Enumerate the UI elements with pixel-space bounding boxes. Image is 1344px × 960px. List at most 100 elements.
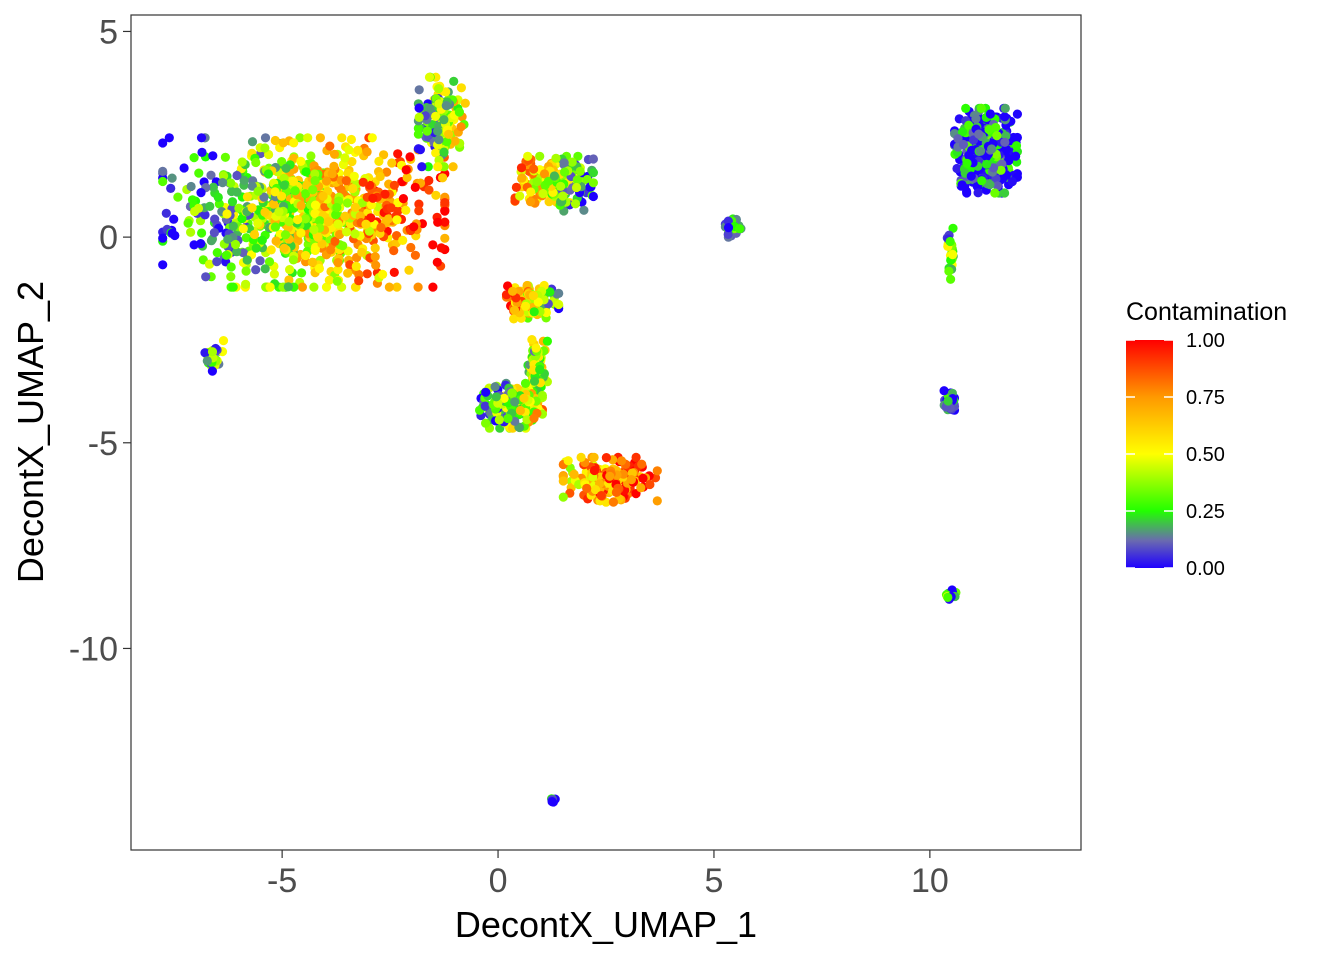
data-point <box>314 263 324 274</box>
data-point <box>228 282 238 292</box>
data-point <box>374 156 384 166</box>
data-point <box>251 265 261 275</box>
data-point <box>460 98 470 108</box>
data-point <box>222 209 232 219</box>
data-point <box>991 174 1001 184</box>
data-point <box>173 192 183 202</box>
data-point <box>247 203 257 213</box>
data-point <box>450 136 460 146</box>
data-point <box>307 257 317 267</box>
data-point <box>440 206 450 216</box>
data-point <box>529 413 539 423</box>
data-point <box>158 176 168 187</box>
data-point <box>414 199 424 209</box>
data-point <box>948 223 958 233</box>
data-point <box>226 178 236 188</box>
data-point <box>973 188 983 198</box>
data-point <box>362 147 372 157</box>
legend-title: Contamination <box>1126 298 1287 326</box>
data-point <box>260 143 270 153</box>
data-point <box>631 452 641 462</box>
data-point <box>239 175 249 185</box>
data-point <box>376 222 386 233</box>
data-point <box>480 401 490 411</box>
data-point <box>288 255 298 265</box>
data-point <box>325 141 335 151</box>
data-point <box>428 282 438 292</box>
data-point <box>481 418 491 428</box>
data-point <box>284 217 294 227</box>
data-point <box>404 265 414 275</box>
data-point <box>434 84 444 94</box>
data-point <box>290 186 300 196</box>
data-point <box>289 138 299 148</box>
data-point <box>366 213 376 223</box>
data-point <box>414 85 424 95</box>
data-point <box>340 211 350 221</box>
data-point <box>269 199 279 209</box>
data-point <box>335 229 345 240</box>
data-point <box>401 165 411 175</box>
data-point <box>284 275 294 285</box>
data-point <box>318 191 328 201</box>
data-point <box>433 126 443 136</box>
data-point <box>438 173 448 183</box>
data-point <box>652 496 662 506</box>
data-point <box>277 157 287 167</box>
data-point <box>1012 132 1023 143</box>
data-point <box>279 243 289 253</box>
data-point <box>964 120 974 130</box>
data-point <box>309 282 319 292</box>
data-point <box>166 183 176 193</box>
data-point <box>333 258 343 268</box>
plot-panel-background <box>131 15 1081 850</box>
data-point <box>529 376 540 386</box>
data-point <box>532 177 542 187</box>
data-point <box>206 170 216 180</box>
data-point <box>310 169 320 179</box>
data-point <box>327 169 337 179</box>
data-point <box>572 175 582 185</box>
x-tick-label: -5 <box>267 862 297 900</box>
data-point <box>232 187 242 197</box>
y-axis: 5 0 -5 -10 <box>69 13 131 668</box>
x-tick-label: 0 <box>489 862 508 900</box>
data-point <box>259 192 269 202</box>
data-point <box>329 161 339 171</box>
data-point <box>293 215 303 225</box>
data-point <box>283 282 293 292</box>
data-point <box>525 197 536 207</box>
data-point <box>323 217 333 227</box>
data-point <box>967 145 977 155</box>
data-point <box>723 229 733 239</box>
data-point <box>330 236 340 246</box>
data-point <box>723 223 734 233</box>
data-point <box>260 264 270 274</box>
data-point <box>968 135 979 145</box>
data-point <box>186 181 196 192</box>
data-point <box>589 465 600 476</box>
data-point <box>945 236 955 247</box>
data-point <box>1000 103 1010 113</box>
data-point <box>520 378 531 388</box>
data-point <box>415 145 425 155</box>
data-point <box>433 162 443 172</box>
data-point <box>409 222 419 232</box>
data-point <box>545 287 555 297</box>
data-point <box>241 266 251 276</box>
data-point <box>422 126 432 136</box>
data-point <box>241 279 251 289</box>
data-point <box>531 343 541 353</box>
data-point <box>527 335 537 345</box>
data-point <box>350 229 360 239</box>
data-point <box>992 131 1002 141</box>
data-point <box>280 230 291 240</box>
data-point <box>197 147 207 157</box>
data-point <box>998 173 1008 183</box>
data-point <box>588 191 599 202</box>
data-point <box>547 797 557 807</box>
data-point <box>535 364 545 375</box>
data-point <box>454 107 464 117</box>
data-point <box>380 189 390 199</box>
